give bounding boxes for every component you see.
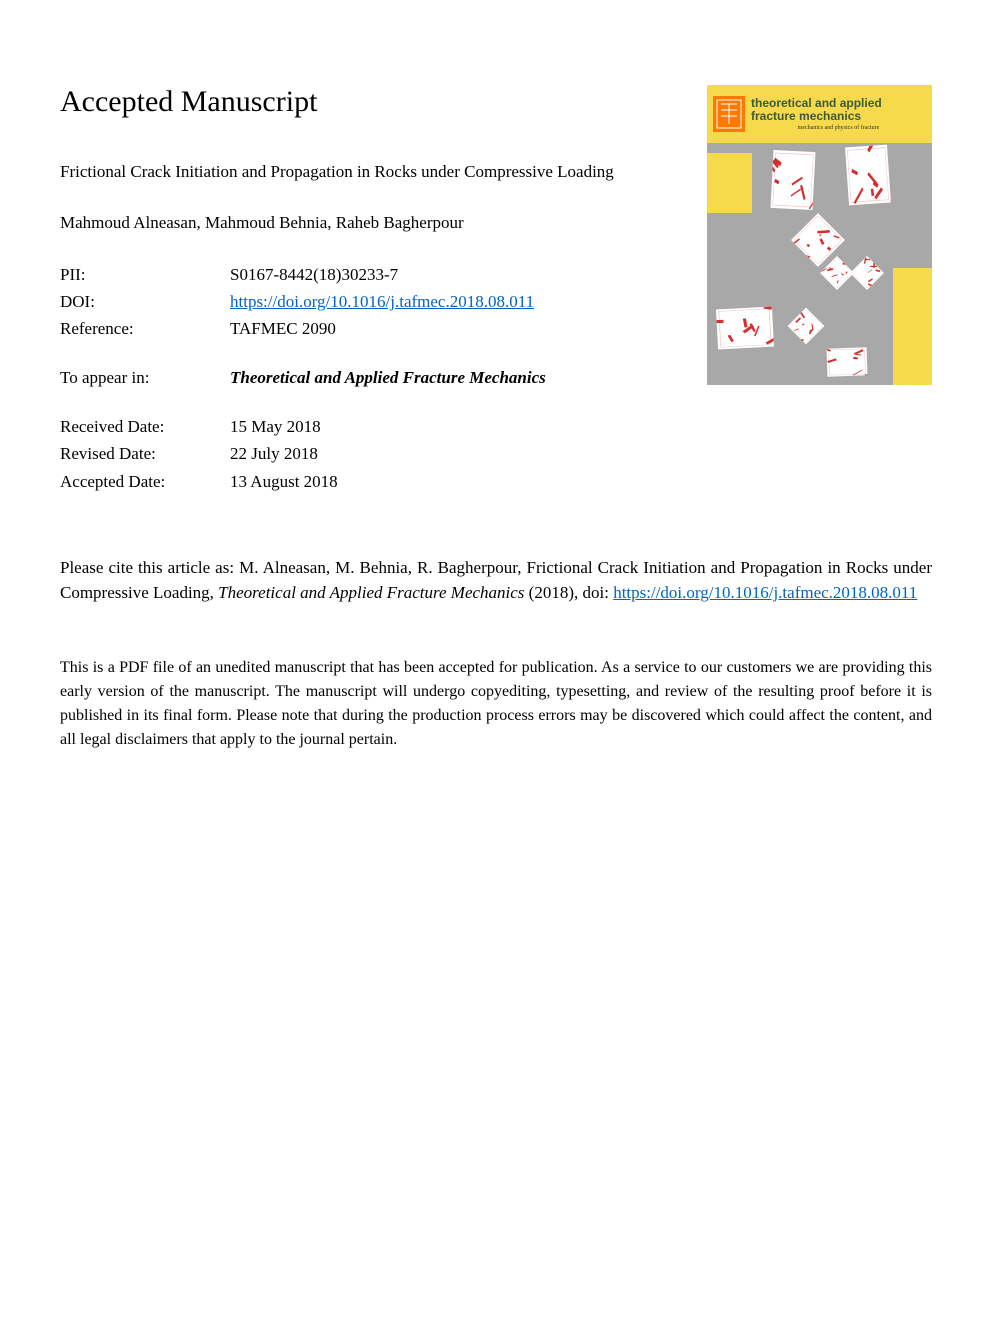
meta-row-appear: To appear in: Theoretical and Applied Fr… [60, 364, 677, 391]
received-label: Received Date: [60, 413, 230, 440]
meta-row-accepted: Accepted Date: 13 August 2018 [60, 468, 677, 495]
cover-header: theoretical and applied fracture mechani… [707, 85, 932, 143]
cover-subtitle: mechanics and physics of fracture [751, 125, 926, 131]
citation-suffix: (2018), doi: [524, 583, 613, 602]
cover-shape [716, 307, 774, 350]
pii-value: S0167-8442(18)30233-7 [230, 261, 677, 288]
disclaimer-text: This is a PDF file of an unedited manusc… [60, 656, 932, 752]
meta-row-pii: PII: S0167-8442(18)30233-7 [60, 261, 677, 288]
cover-shape [827, 347, 868, 376]
elsevier-logo-icon [713, 96, 745, 132]
cover-title-block: theoretical and applied fracture mechani… [751, 97, 926, 131]
journal-cover-thumbnail: theoretical and applied fracture mechani… [707, 85, 932, 385]
reference-value: TAFMEC 2090 [230, 315, 677, 342]
cover-shape [771, 150, 816, 210]
cover-shape [845, 145, 891, 206]
received-value: 15 May 2018 [230, 413, 677, 440]
citation-text: Please cite this article as: M. Alneasan… [60, 555, 932, 606]
appear-label: To appear in: [60, 364, 230, 391]
accepted-label: Accepted Date: [60, 468, 230, 495]
citation-journal: Theoretical and Applied Fracture Mechani… [218, 583, 524, 602]
doi-link[interactable]: https://doi.org/10.1016/j.tafmec.2018.08… [230, 292, 534, 311]
cover-title-line2: fracture mechanics [751, 110, 926, 123]
article-title: Frictional Crack Initiation and Propagat… [60, 159, 677, 185]
page-heading: Accepted Manuscript [60, 85, 677, 119]
meta-row-received: Received Date: 15 May 2018 [60, 413, 677, 440]
meta-row-reference: Reference: TAFMEC 2090 [60, 315, 677, 342]
pii-label: PII: [60, 261, 230, 288]
metadata-block: PII: S0167-8442(18)30233-7 DOI: https://… [60, 261, 677, 343]
cover-shape [893, 268, 932, 385]
appear-block: To appear in: Theoretical and Applied Fr… [60, 364, 677, 391]
article-authors: Mahmoud Alneasan, Mahmoud Behnia, Raheb … [60, 213, 677, 233]
revised-value: 22 July 2018 [230, 440, 677, 467]
citation-doi-link[interactable]: https://doi.org/10.1016/j.tafmec.2018.08… [613, 583, 917, 602]
cover-shape [707, 153, 752, 213]
dates-block: Received Date: 15 May 2018 Revised Date:… [60, 413, 677, 495]
cover-body [707, 143, 932, 385]
meta-row-revised: Revised Date: 22 July 2018 [60, 440, 677, 467]
revised-label: Revised Date: [60, 440, 230, 467]
appear-value: Theoretical and Applied Fracture Mechani… [230, 364, 677, 391]
meta-row-doi: DOI: https://doi.org/10.1016/j.tafmec.20… [60, 288, 677, 315]
reference-label: Reference: [60, 315, 230, 342]
cover-shape [850, 256, 884, 290]
cover-shape [788, 308, 825, 345]
cover-shape [820, 256, 854, 290]
accepted-value: 13 August 2018 [230, 468, 677, 495]
doi-label: DOI: [60, 288, 230, 315]
